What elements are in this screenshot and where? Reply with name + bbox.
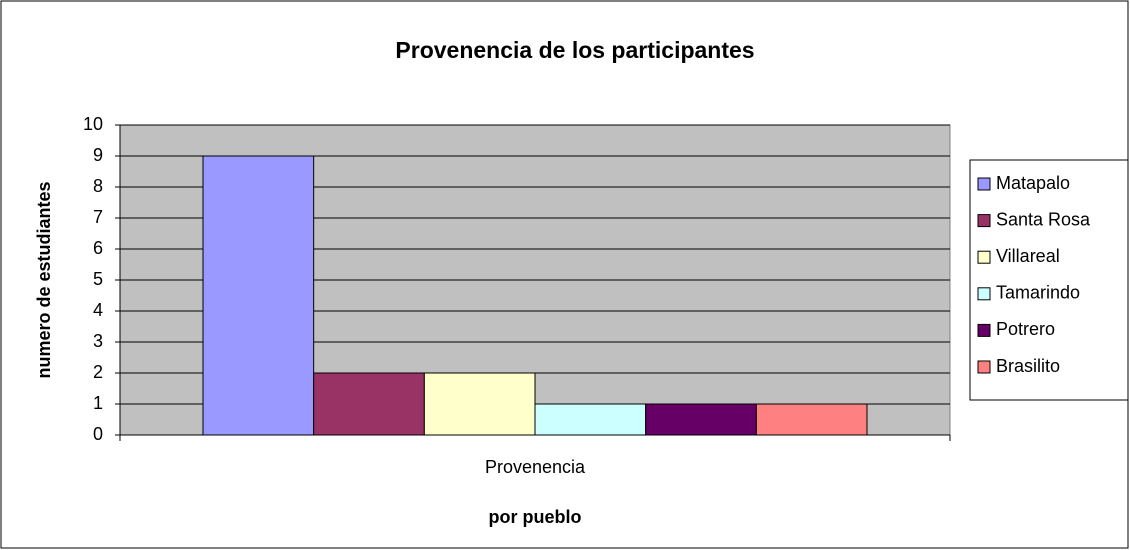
y-tick-label: 10 — [83, 114, 103, 134]
legend-swatch — [977, 177, 991, 191]
legend-label: Villareal — [996, 246, 1060, 266]
legend-swatch — [977, 360, 991, 374]
legend — [969, 159, 1129, 401]
legend-label: Potrero — [996, 319, 1055, 339]
y-tick-label: 7 — [93, 207, 103, 227]
y-tick-label: 9 — [93, 145, 103, 165]
legend-swatch — [977, 323, 991, 337]
legend-label: Santa Rosa — [996, 209, 1091, 229]
x-axis-title: por pueblo — [489, 507, 582, 527]
y-tick-label: 6 — [93, 238, 103, 258]
y-tick-label: 3 — [93, 331, 103, 351]
y-tick-label: 4 — [93, 300, 103, 320]
bar — [534, 403, 647, 436]
legend-swatch — [977, 250, 991, 264]
chart-title: Provenencia de los participantes — [395, 37, 754, 63]
y-tick-label: 5 — [93, 269, 103, 289]
bar — [423, 372, 536, 436]
y-axis-title: numero de estudiantes — [34, 181, 54, 378]
y-tick-label: 2 — [93, 362, 103, 382]
legend-swatch — [977, 214, 991, 228]
bar — [202, 155, 315, 436]
bar — [645, 403, 757, 436]
bar — [313, 372, 425, 436]
y-tick-label: 0 — [93, 424, 103, 444]
bar — [755, 403, 868, 436]
legend-swatch — [977, 287, 991, 301]
legend-label: Matapalo — [996, 173, 1070, 193]
legend-label: Brasilito — [996, 356, 1060, 376]
y-tick-label: 8 — [93, 176, 103, 196]
y-tick-label: 1 — [93, 393, 103, 413]
legend-label: Tamarindo — [996, 283, 1080, 303]
x-tick-label: Provenencia — [485, 457, 586, 477]
